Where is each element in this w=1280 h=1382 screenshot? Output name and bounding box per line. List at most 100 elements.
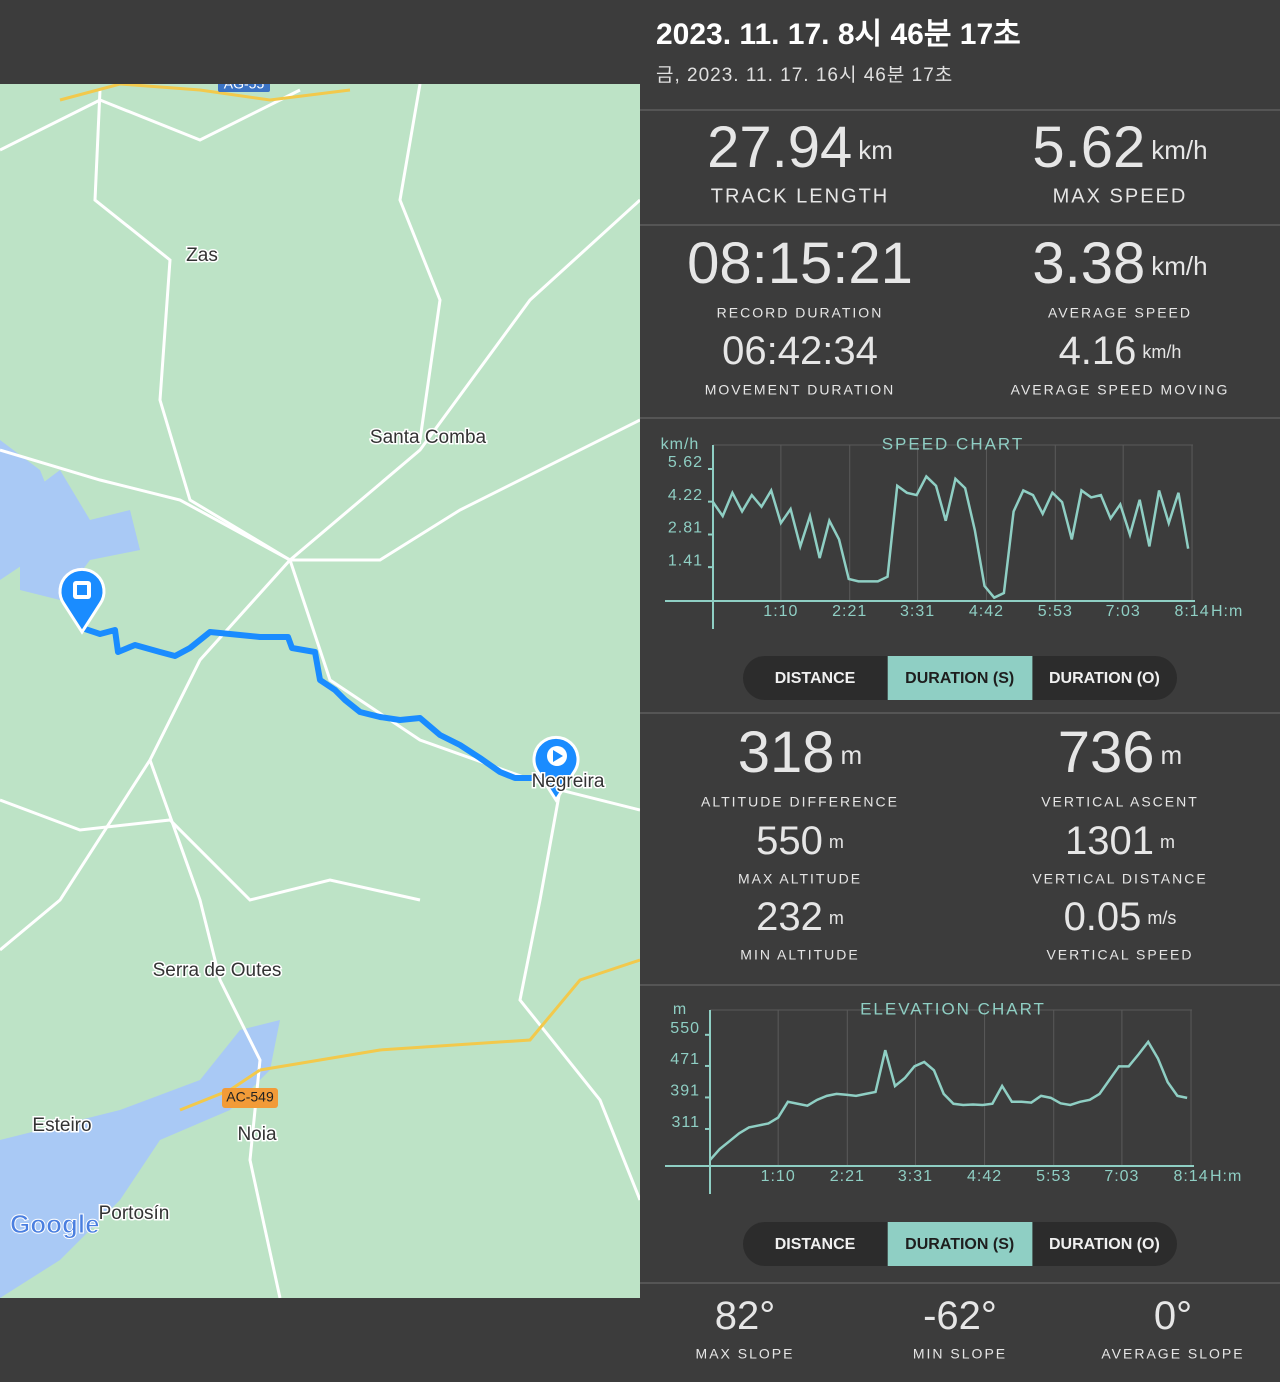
x-tick-label: 5:53 [1038,603,1073,620]
subtitle: 금, 2023. 11. 17. 16시 46분 17초 [656,65,953,86]
stat-number: 06:42:34 [722,329,878,373]
x-tick-label: 3:31 [900,603,935,620]
y-tick-label: 471 [670,1051,700,1068]
start-pin[interactable] [58,567,106,635]
stat-value: 4.16 km/h [1059,329,1182,373]
chart-title: ELEVATION CHART [860,999,1046,1018]
x-unit: H:m [1211,603,1243,620]
toggle-group[interactable]: DISTANCE DURATION (S) DURATION (O) [743,1222,1177,1266]
stat-value: 82° [715,1294,776,1338]
toggle-option[interactable]: DISTANCE [775,670,856,687]
toggle-option[interactable]: DISTANCE [775,1236,856,1253]
title: 2023. 11. 17. 8시 46분 17초 [656,18,1021,51]
x-tick-label: 2:21 [832,603,867,620]
chart-title: SPEED CHART [882,434,1025,453]
place-label: Santa Comba [370,427,487,448]
stat-label: AVERAGE SLOPE [1101,1346,1244,1362]
toggle-selected [887,656,1033,700]
stat-value: -62° [923,1294,997,1338]
toggle-option[interactable]: DURATION (S) [905,670,1014,687]
place-label: Noia [237,1124,277,1145]
x-tick-label: 7:03 [1106,603,1141,620]
stat-label: MOVEMENT DURATION [705,382,896,398]
y-tick-label: 2.81 [668,520,703,537]
stat-number: 82° [715,1294,776,1338]
stat-label: MIN SLOPE [913,1346,1007,1362]
stat-unit: m [829,908,844,928]
stat-label: AVERAGE SPEED [1048,305,1192,321]
stat-number: 4.16 [1059,329,1137,373]
x-unit: H:m [1210,1168,1242,1185]
roads [0,84,640,1298]
stat-number: 232 [756,895,823,939]
place-label: Esteiro [32,1115,91,1136]
stat-value: 0.05 m/s [1064,895,1177,939]
y-tick-label: 1.41 [668,552,703,569]
stat-label: ALTITUDE DIFFERENCE [701,794,899,810]
toggle-group[interactable]: DISTANCE DURATION (S) DURATION (O) [743,656,1177,700]
stat-label: VERTICAL ASCENT [1041,794,1199,810]
place-label: Portosín [99,1203,170,1224]
stat-unit: km [858,135,893,165]
y-unit: m [673,1001,687,1018]
map[interactable]: Zas Santa Comba Negreira Serra de Outes Este… [0,76,640,1298]
stat-number: 3.38 [1032,231,1145,296]
road-label: AG-55 [224,76,265,92]
data-line [709,1039,1188,1161]
stat-unit: km/h [1142,342,1181,362]
stat-label: MAX SLOPE [696,1346,795,1362]
stat-unit: m [841,740,863,770]
y-tick-label: 4.22 [668,487,703,504]
x-tick-label: 2:21 [830,1168,865,1185]
stat-number: 5.62 [1032,115,1145,180]
stat-number: 736 [1058,720,1155,785]
stat-unit: m/s [1147,908,1176,928]
road-label: AC-549 [226,1089,274,1105]
toggle-option[interactable]: DURATION (O) [1049,670,1160,687]
stat-value: 3.38 km/h [1032,231,1207,296]
stat-number: 08:15:21 [687,231,913,296]
y-tick-label: 5.62 [668,454,703,471]
highway [259,958,640,1072]
stat-value: 27.94 km [707,115,893,180]
stat-label: VERTICAL DISTANCE [1032,871,1207,887]
place-label: Negreira [532,771,605,792]
x-tick-label: 1:10 [761,1168,796,1185]
stat-label: MAX SPEED [1053,185,1188,207]
end-pin[interactable] [532,735,580,803]
stat-value: 5.62 km/h [1032,115,1207,180]
stat-unit: km/h [1151,251,1207,281]
toggle-selected [887,1222,1033,1266]
stat-number: 318 [738,720,835,785]
x-tick-label: 7:03 [1104,1168,1139,1185]
stat-number: 1301 [1065,819,1154,863]
x-tick-label: 1:10 [763,603,798,620]
stat-value: 1301 m [1065,819,1175,863]
lake [0,440,140,600]
stat-label: MIN ALTITUDE [740,947,859,963]
place-label: Zas [186,245,218,266]
estuary [0,1020,280,1298]
x-tick-label: 4:42 [969,603,1004,620]
separators [640,109,1280,1284]
x-tick-label: 5:53 [1036,1168,1071,1185]
road-badge [218,84,270,92]
y-tick-label: 550 [670,1020,700,1037]
x-tick-label: 8:14 [1173,1168,1208,1185]
toggle-option[interactable]: DURATION (O) [1049,1236,1160,1253]
stat-number: -62° [923,1294,997,1338]
stat-value: 318 m [738,720,862,785]
place-label: Serra de Outes [153,960,282,981]
stat-unit: km/h [1151,135,1207,165]
stat-unit: m [1161,740,1183,770]
x-tick-label: 3:31 [898,1168,933,1185]
toggle-option[interactable]: DURATION (S) [905,1236,1014,1253]
stat-label: AVERAGE SPEED MOVING [1011,382,1230,398]
stat-value: 06:42:34 [722,329,878,373]
stat-value: 0° [1154,1294,1192,1338]
route [81,625,556,781]
stat-unit: m [1160,832,1175,852]
y-unit: km/h [661,436,700,453]
stat-label: TRACK LENGTH [711,185,889,207]
